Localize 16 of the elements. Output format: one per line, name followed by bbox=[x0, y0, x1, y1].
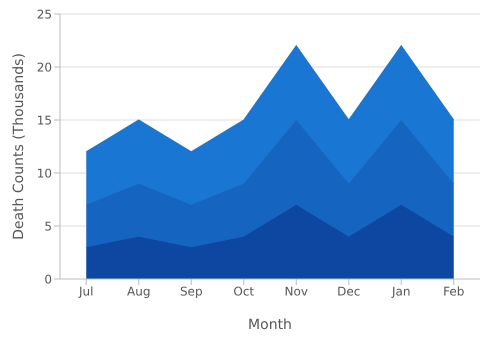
y-tick-label: 0 bbox=[44, 272, 52, 286]
x-tick-label: Nov bbox=[284, 284, 308, 299]
y-tick-label: 20 bbox=[36, 60, 52, 74]
x-tick-label: Feb bbox=[443, 284, 464, 299]
x-tick-label: Oct bbox=[233, 284, 254, 299]
y-tick-label: 15 bbox=[36, 113, 52, 128]
x-tick-label: Jul bbox=[78, 284, 94, 299]
x-tick-label: Jan bbox=[391, 284, 410, 299]
y-axis-title: Death Counts (Thousands) bbox=[10, 53, 27, 240]
x-axis-title: Month bbox=[248, 317, 292, 333]
x-tick-label: Dec bbox=[337, 284, 360, 299]
y-tick-label: 25 bbox=[36, 7, 52, 22]
x-tick-label: Sep bbox=[180, 284, 203, 299]
y-tick-label: 5 bbox=[44, 219, 52, 234]
y-tick-label: 10 bbox=[36, 166, 52, 180]
x-tick-label: Aug bbox=[127, 284, 150, 299]
